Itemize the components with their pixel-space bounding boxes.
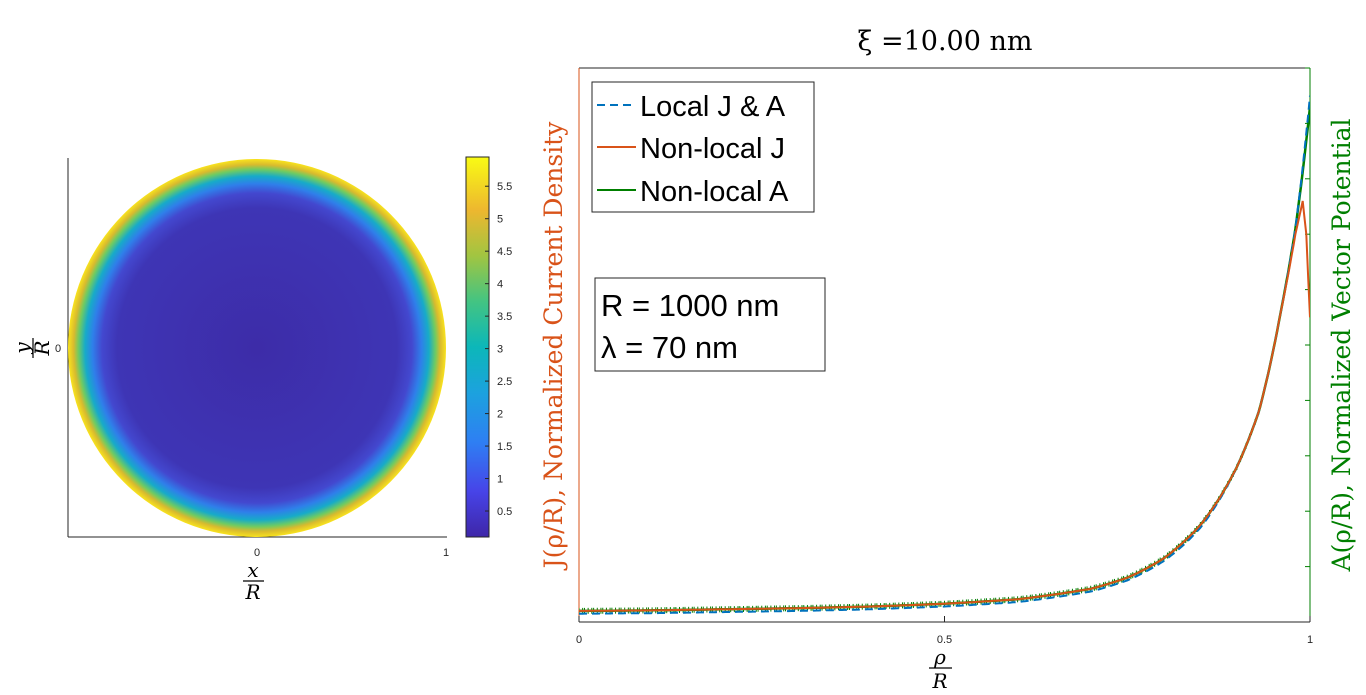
colorbar-frame [465,156,490,538]
parameter-annotation: R = 1000 nm λ = 70 nm [594,277,826,372]
colorbar-tick-label: 1 [497,474,503,486]
disk-contour [68,159,446,537]
plot-area [579,95,1310,615]
line-chart: ξ =10.00 nm 0 0.5 1 ρ R J(ρ/R), Normalized… [539,26,1356,693]
colorbar-tick-label: 2.5 [497,376,512,388]
colorbar-gradient [466,157,489,537]
colorbar-tick-label: 1.5 [497,441,512,453]
x-tick-label: 0 [576,634,582,646]
colorbar-tick-label: 4 [497,279,503,291]
colorbar-ticks: 0.5 1 1.5 2 2.5 3 3.5 4 4.5 5 5.5 [485,181,512,518]
legend-label-nonlocal-j: Non-local J [640,133,785,165]
colorbar-tick-label: 3 [497,344,503,356]
disk-ylabel: y R [10,338,54,358]
disk-x-tick: 0 [254,547,260,559]
series-local-line [579,95,1310,615]
xlabel-denominator: R [931,669,947,693]
colorbar-tick-label: 4.5 [497,246,512,258]
colorbar-tick-label: 3.5 [497,311,512,323]
annotation-box [594,277,826,372]
x-tick-label: 0.5 [937,634,952,646]
chart-title: ξ =10.00 nm [858,26,1033,57]
legend-label-nonlocal-a: Non-local A [640,176,789,208]
left-ylabel: J(ρ/R), Normalized Current Density [539,121,568,572]
disk-xlabel-numerator: x [247,558,258,582]
colorbar-tick-label: 5 [497,214,503,226]
right-axis-ticks [1305,67,1310,568]
disk-xlabel-denominator: R [244,580,260,604]
disk-x-tick: 1 [443,547,449,559]
right-ylabel: A(ρ/R), Normalized Vector Potential [1327,118,1356,572]
x-tick-label: 1 [1307,634,1313,646]
disk-ylabel-denominator: R [30,340,54,356]
x-axis-ticks: 0 0.5 1 [576,616,1313,646]
legend: Local J & A Non-local J Non-local A [591,81,815,213]
xlabel-numerator: ρ [933,645,946,669]
colorbar: 0.5 1 1.5 2 2.5 3 3.5 4 4.5 5 5.5 [465,156,512,538]
series-nonlocal-j-line [579,200,1310,612]
colorbar-tick-label: 5.5 [497,181,512,193]
annotation-radius: R = 1000 nm [601,288,779,323]
disk-ylabel-numerator: y [10,342,34,355]
annotation-lambda: λ = 70 nm [601,330,738,365]
disk-plot: 0 1 0 x R y R [10,158,449,604]
colorbar-tick-label: 0.5 [497,506,512,518]
disk-y-tick: 0 [55,343,61,355]
colorbar-tick-label: 2 [497,409,503,421]
legend-label-local: Local J & A [640,91,786,123]
